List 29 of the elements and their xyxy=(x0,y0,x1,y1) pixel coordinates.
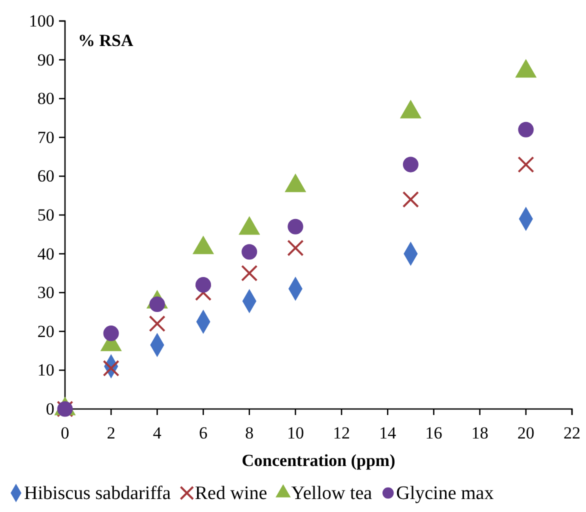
x-tick-label: 10 xyxy=(286,423,304,442)
legend-label: Hibiscus sabdariffa xyxy=(24,483,172,504)
y-tick-label: 80 xyxy=(37,89,54,108)
y-axis-title: % RSA xyxy=(78,31,134,50)
legend-label: Glycine max xyxy=(396,483,494,504)
x-tick-label: 4 xyxy=(152,423,162,442)
y-tick-label: 20 xyxy=(37,322,54,341)
x-tick-label: 12 xyxy=(333,423,350,442)
y-tick-label: 30 xyxy=(37,283,54,302)
x-tick-label: 16 xyxy=(425,423,442,442)
legend-label: Red wine xyxy=(194,483,268,504)
y-tick-label: 40 xyxy=(37,244,54,264)
y-tick-label: 10 xyxy=(37,360,54,380)
x-tick-label: 6 xyxy=(199,423,208,442)
x-tick-label: 2 xyxy=(106,423,116,442)
y-tick-label: 0 xyxy=(46,399,54,418)
y-tick-label: 100 xyxy=(28,11,54,30)
x-tick-label: 8 xyxy=(245,423,254,442)
y-tick-label: 90 xyxy=(37,50,54,70)
y-tick-label: 50 xyxy=(37,205,54,224)
x-tick-label: 20 xyxy=(517,423,534,442)
y-tick-label: 60 xyxy=(37,166,54,186)
legend-label: Yellow tea xyxy=(291,483,373,504)
x-tick-label: 14 xyxy=(379,423,397,442)
x-tick-label: 22 xyxy=(564,423,580,442)
x-tick-label: 18 xyxy=(471,423,488,442)
x-axis-title: Concentration (ppm) xyxy=(242,451,396,470)
x-tick-label: 0 xyxy=(60,423,70,442)
y-tick-label: 70 xyxy=(37,128,54,147)
